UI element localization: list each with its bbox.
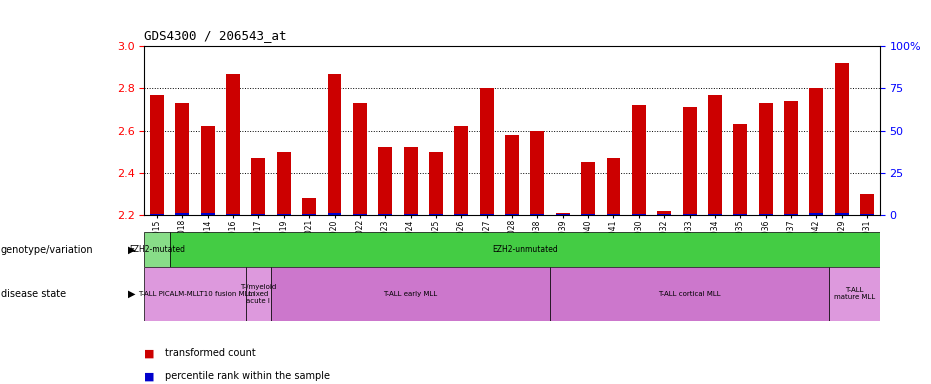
Bar <box>734 124 748 215</box>
Bar <box>759 103 773 215</box>
Bar <box>378 147 392 215</box>
Bar <box>632 105 646 215</box>
Bar <box>606 214 620 215</box>
Bar <box>581 214 595 215</box>
Text: disease state: disease state <box>1 289 66 299</box>
Bar <box>682 214 696 215</box>
Bar <box>271 267 550 321</box>
Bar <box>404 147 418 215</box>
Bar <box>150 214 164 215</box>
Text: GDS4300 / 206543_at: GDS4300 / 206543_at <box>144 29 287 42</box>
Bar <box>303 214 317 215</box>
Bar <box>353 214 367 215</box>
Bar <box>353 103 367 215</box>
Bar <box>303 198 317 215</box>
Bar <box>632 214 646 215</box>
Bar <box>251 158 265 215</box>
Bar <box>479 88 493 215</box>
Bar <box>429 214 443 215</box>
Bar <box>226 214 240 215</box>
Bar <box>657 214 671 215</box>
Bar <box>708 95 722 215</box>
Text: T-ALL PICALM-MLLT10 fusion MLL: T-ALL PICALM-MLLT10 fusion MLL <box>138 291 252 297</box>
Text: T-ALL early MLL: T-ALL early MLL <box>384 291 438 297</box>
Bar <box>251 214 265 215</box>
Bar <box>328 213 342 215</box>
Bar <box>860 214 874 215</box>
Bar <box>328 74 342 215</box>
Text: T-/myeloid
mixed
acute l: T-/myeloid mixed acute l <box>240 284 277 304</box>
Bar <box>835 213 849 215</box>
Bar <box>556 214 570 215</box>
Bar <box>144 232 169 267</box>
Bar <box>454 214 468 215</box>
Bar <box>226 74 240 215</box>
Bar <box>531 131 545 215</box>
Bar <box>175 103 189 215</box>
Bar <box>429 152 443 215</box>
Text: ■: ■ <box>144 348 155 358</box>
Bar <box>479 214 493 215</box>
Bar <box>581 162 595 215</box>
Text: EZH2-mutated: EZH2-mutated <box>129 245 185 254</box>
Bar <box>835 63 849 215</box>
Text: transformed count: transformed count <box>165 348 255 358</box>
Bar <box>784 101 798 215</box>
Bar <box>246 267 271 321</box>
Bar <box>809 88 823 215</box>
Bar <box>506 214 519 215</box>
Bar <box>277 152 290 215</box>
Bar <box>550 267 830 321</box>
Text: T-ALL cortical MLL: T-ALL cortical MLL <box>658 291 721 297</box>
Bar <box>830 267 880 321</box>
Text: ▶: ▶ <box>128 245 135 255</box>
Bar <box>860 194 874 215</box>
Bar <box>404 214 418 215</box>
Bar <box>556 213 570 215</box>
Bar <box>759 214 773 215</box>
Text: T-ALL
mature MLL: T-ALL mature MLL <box>834 287 875 300</box>
Bar <box>734 214 748 215</box>
Bar <box>201 213 215 215</box>
Bar <box>708 214 722 215</box>
Bar <box>175 213 189 215</box>
Bar <box>682 108 696 215</box>
Text: ■: ■ <box>144 371 155 381</box>
Bar <box>506 135 519 215</box>
Bar <box>277 214 290 215</box>
Bar <box>201 126 215 215</box>
Bar <box>809 213 823 215</box>
Text: ▶: ▶ <box>128 289 135 299</box>
Bar <box>454 126 468 215</box>
Bar <box>144 267 246 321</box>
Text: percentile rank within the sample: percentile rank within the sample <box>165 371 330 381</box>
Text: EZH2-unmutated: EZH2-unmutated <box>492 245 558 254</box>
Bar <box>657 211 671 215</box>
Bar <box>531 214 545 215</box>
Text: genotype/variation: genotype/variation <box>1 245 93 255</box>
Bar <box>150 95 164 215</box>
Bar <box>606 158 620 215</box>
Bar <box>378 214 392 215</box>
Bar <box>784 214 798 215</box>
